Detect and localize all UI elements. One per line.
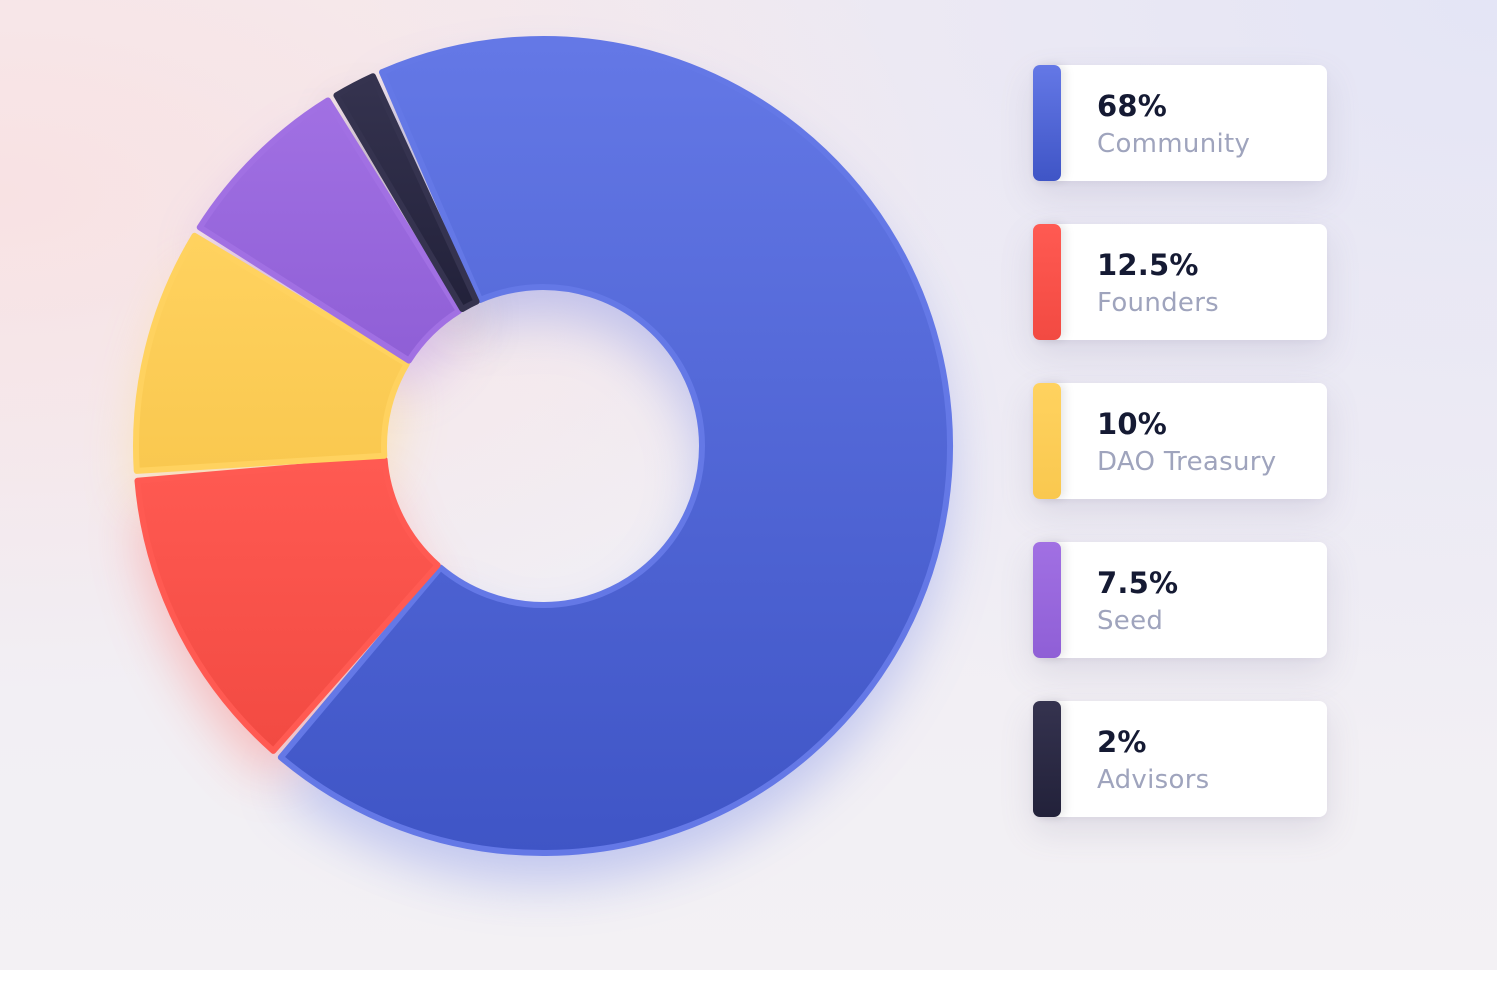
legend-label-seed: Seed xyxy=(1097,606,1164,636)
legend-item-seed: 7.5% Seed xyxy=(1033,542,1327,658)
legend-item-dao-treasury: 10% DAO Treasury xyxy=(1033,383,1327,499)
legend-swatch-seed xyxy=(1033,542,1061,658)
legend-label-advisors: Advisors xyxy=(1097,765,1210,795)
legend: 68% Community 12.5% Founders 10% DAO Tre… xyxy=(1033,65,1327,860)
legend-value-seed: 7.5% xyxy=(1097,566,1179,600)
donut-slice-dao-treasury xyxy=(133,232,410,474)
legend-value-community: 68% xyxy=(1097,89,1168,123)
legend-value-founders: 12.5% xyxy=(1097,248,1199,282)
donut-slice-founders xyxy=(134,456,441,754)
legend-swatch-advisors xyxy=(1033,701,1061,817)
legend-value-advisors: 2% xyxy=(1097,725,1147,759)
legend-label-dao-treasury: DAO Treasury xyxy=(1097,447,1277,477)
legend-value-dao-treasury: 10% xyxy=(1097,407,1168,441)
legend-label-founders: Founders xyxy=(1097,288,1220,318)
donut-slice-community xyxy=(277,36,953,856)
legend-item-founders: 12.5% Founders xyxy=(1033,224,1327,340)
chart-background: 68% Community 12.5% Founders 10% DAO Tre… xyxy=(0,0,1497,970)
donut-slice-advisors xyxy=(333,73,480,313)
donut-chart xyxy=(133,36,953,883)
legend-label-community: Community xyxy=(1097,129,1251,159)
legend-item-advisors: 2% Advisors xyxy=(1033,701,1327,817)
legend-swatch-community xyxy=(1033,65,1061,181)
legend-item-community: 68% Community xyxy=(1033,65,1327,181)
donut-slice-seed xyxy=(196,97,462,364)
legend-swatch-founders xyxy=(1033,224,1061,340)
legend-swatch-dao-treasury xyxy=(1033,383,1061,499)
